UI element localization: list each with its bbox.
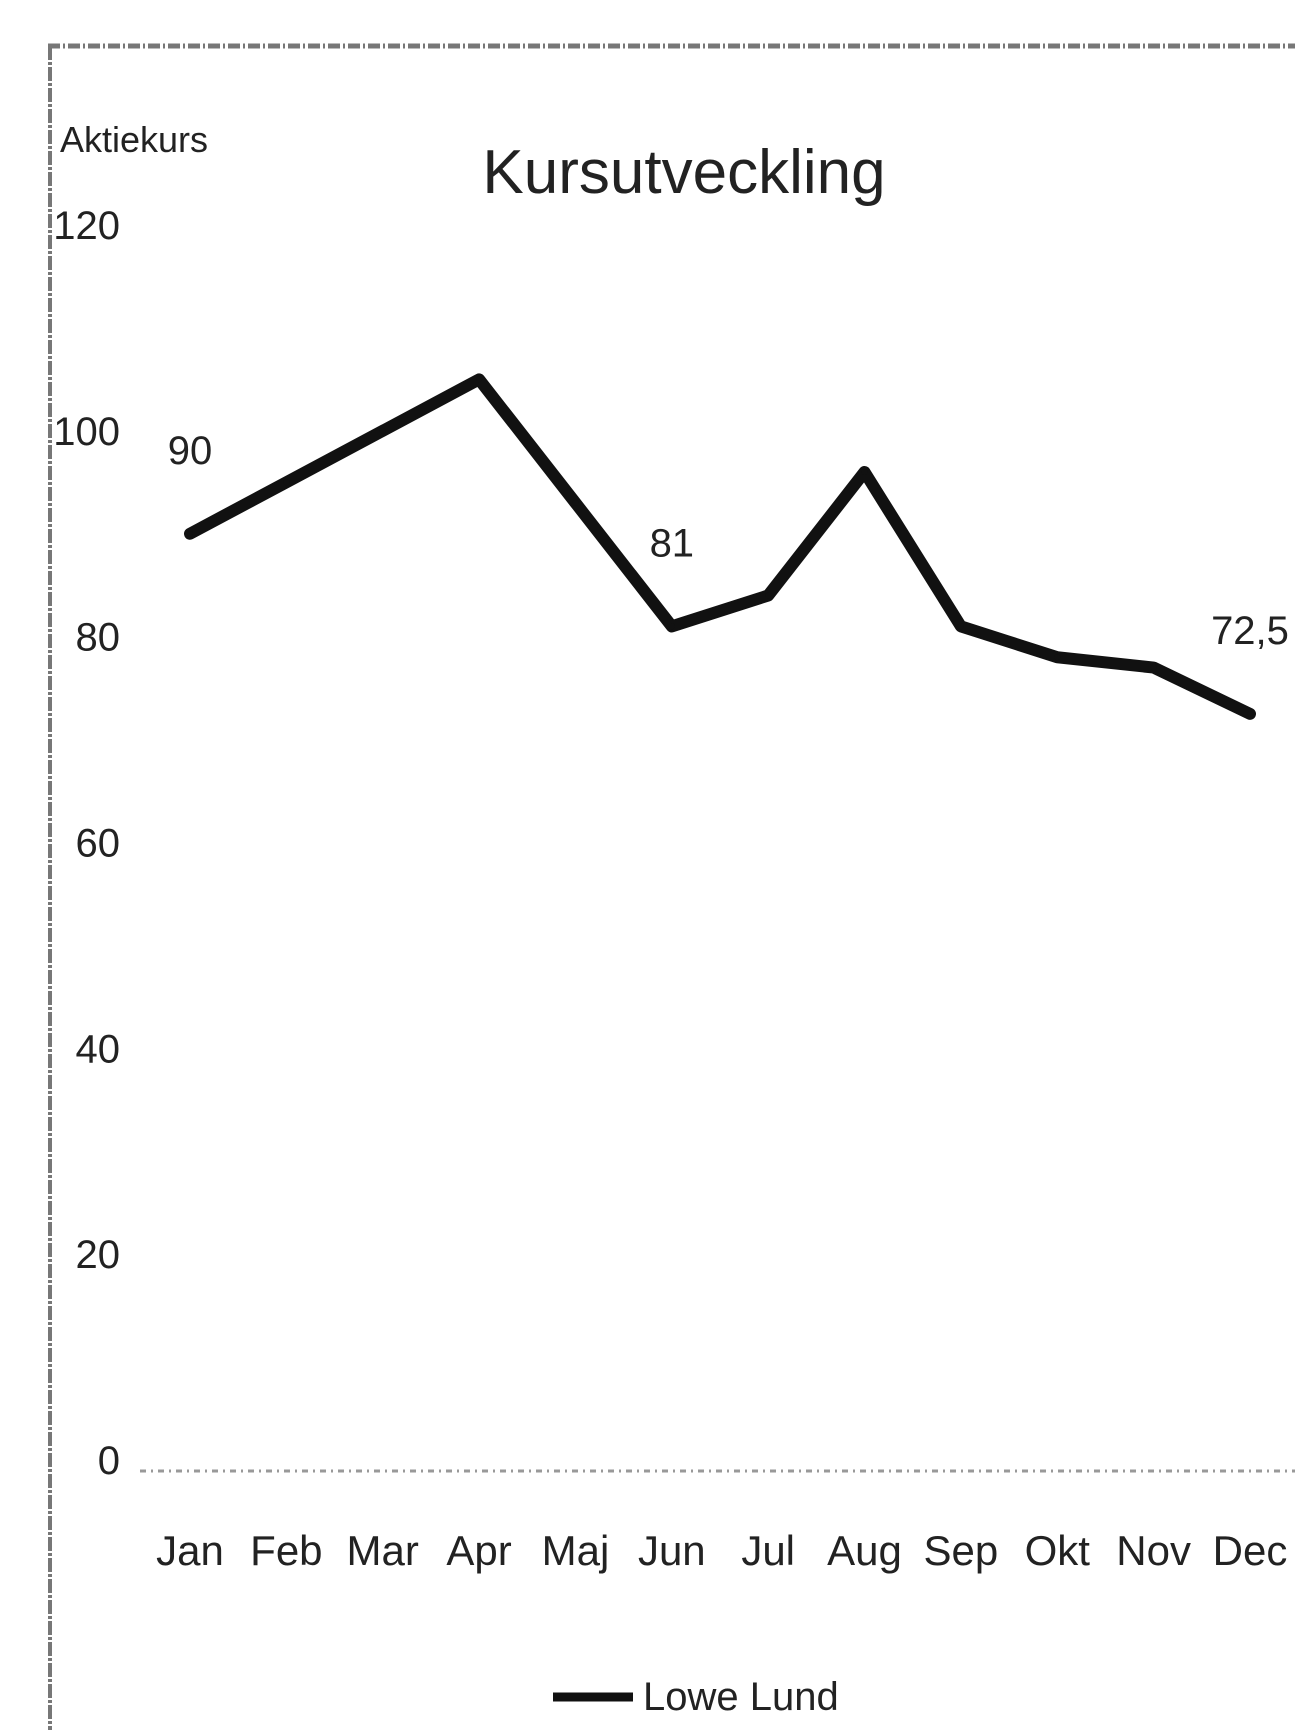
x-tick-label: Apr: [446, 1527, 511, 1574]
data-label: 90: [168, 429, 213, 473]
y-tick-label: 60: [76, 822, 121, 866]
series-point: [1247, 710, 1253, 717]
series-point: [957, 623, 964, 630]
y-tick-label: 80: [76, 616, 121, 660]
series-point: [765, 592, 772, 599]
y-tick-label: 0: [98, 1439, 120, 1483]
x-tick-label: Sep: [924, 1527, 999, 1574]
series-line: [184, 373, 1256, 720]
y-tick-label: 40: [76, 1027, 121, 1071]
x-tick-label: Jul: [741, 1527, 795, 1574]
series-point: [861, 469, 868, 475]
y-axis-label: Aktiekurs: [60, 119, 208, 160]
data-labels: 90 81 72,5: [168, 429, 1289, 653]
legend: Lowe Lund: [553, 1675, 839, 1719]
y-tick-label: 120: [53, 204, 120, 248]
x-axis-ticks: Jan Feb Mar Apr Maj Jun Jul Aug Sep Okt Nov Dec: [156, 1527, 1287, 1574]
x-tick-label: Feb: [250, 1527, 322, 1574]
data-label: 72,5: [1211, 609, 1289, 653]
y-tick-label: 20: [76, 1233, 121, 1277]
x-tick-label: Mar: [347, 1527, 419, 1574]
x-tick-label: Okt: [1025, 1527, 1091, 1574]
chart-title: Kursutveckling: [482, 138, 885, 207]
series-point: [187, 530, 193, 537]
series-point: [668, 623, 675, 630]
series-point: [572, 499, 579, 506]
series-layer: [184, 373, 1256, 720]
series-point: [379, 427, 386, 434]
x-tick-label: Nov: [1116, 1527, 1191, 1574]
series-point: [283, 479, 290, 486]
legend-label: Lowe Lund: [643, 1675, 839, 1719]
series-point: [1054, 654, 1061, 661]
x-tick-label: Maj: [542, 1527, 610, 1574]
x-tick-label: Jun: [638, 1527, 706, 1574]
data-label: 81: [650, 521, 695, 565]
x-tick-label: Jan: [156, 1527, 224, 1574]
x-tick-label: Dec: [1213, 1527, 1288, 1574]
y-axis-ticks: 0 20 40 60 80 100 120: [53, 204, 120, 1483]
series-point: [1150, 664, 1157, 671]
series-point: [476, 376, 483, 383]
y-tick-label: 100: [53, 410, 120, 454]
x-tick-label: Aug: [827, 1527, 902, 1574]
